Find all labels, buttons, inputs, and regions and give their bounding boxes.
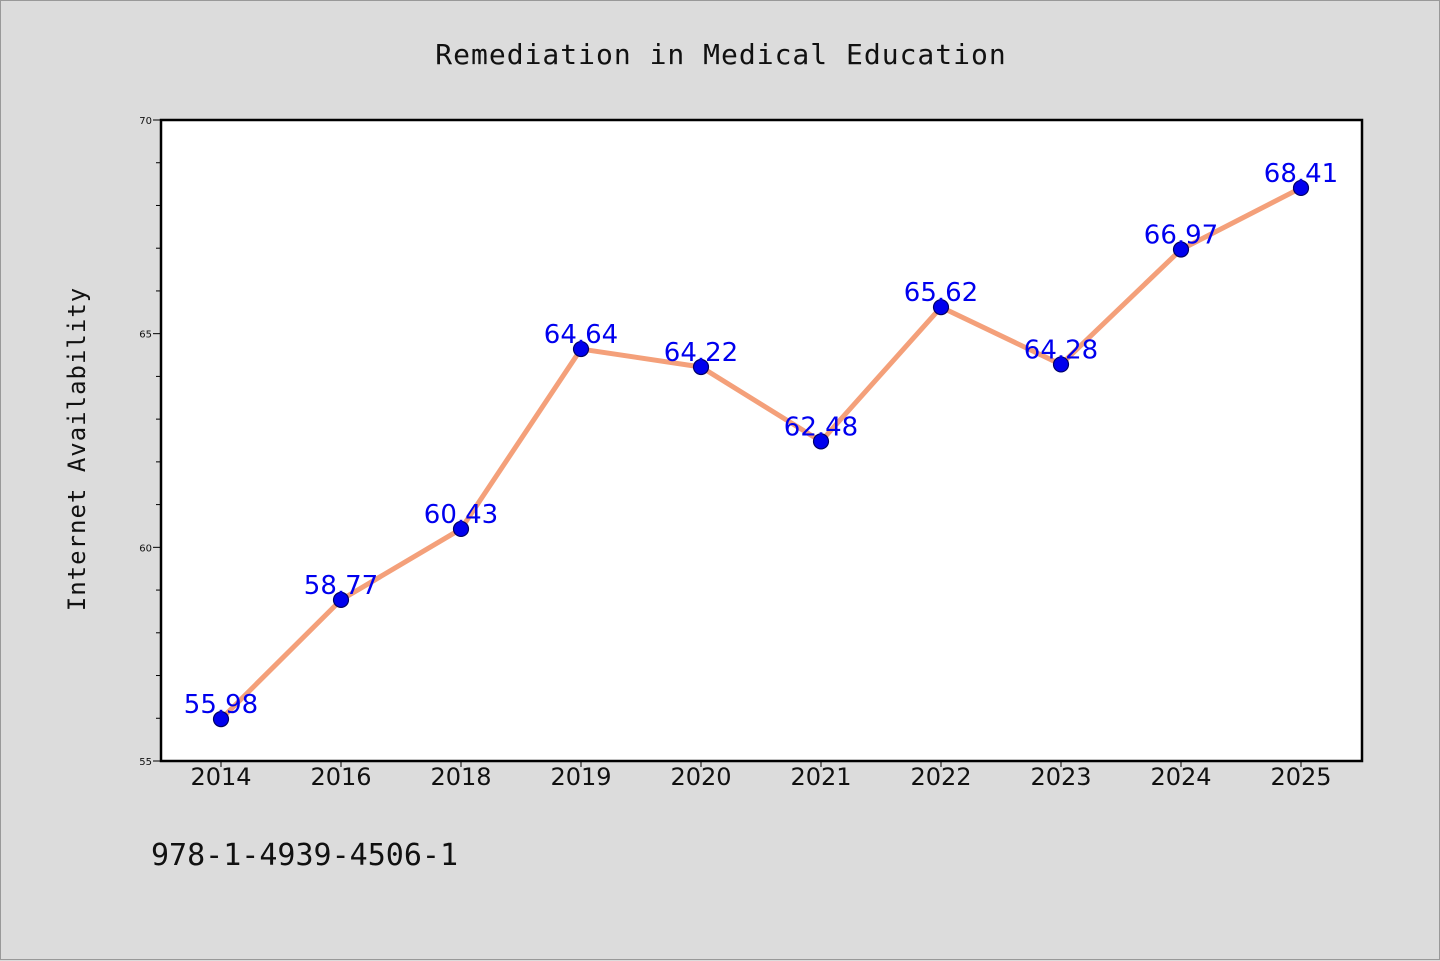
data-label: 68.41 [1264,159,1338,189]
data-point [212,711,230,728]
x-tick-label: 2019 [550,763,611,791]
data-point [692,358,710,376]
data-label: 64.28 [1024,335,1098,365]
data-point [812,433,830,450]
x-tick-label: 2024 [1150,763,1211,791]
x-tick-label: 2022 [910,763,971,791]
data-point [932,299,950,316]
y-tick-label: 60 [139,543,152,554]
data-label: 55.98 [184,690,258,720]
x-tick-label: 2021 [790,763,851,791]
data-label: 66.97 [1144,220,1218,250]
data-point [332,591,350,608]
x-tick-label: 2016 [310,763,371,791]
x-tick-label: 2025 [1270,763,1331,791]
x-tick-label: 2023 [1030,763,1091,791]
data-label: 60.43 [424,500,498,530]
data-point [452,520,470,538]
isbn-footer: 978-1-4939-4506-1 [151,838,458,873]
data-label: 64.22 [664,338,738,368]
series-line [218,185,1304,722]
chart-title: Remediation in Medical Education [435,38,1006,71]
data-label: 65.62 [904,278,978,308]
x-axis: 2014 2016 2018 2019 2020 2021 2022 2023 2024 2025 [190,761,1332,791]
x-tick-label: 2020 [670,763,731,791]
y-tick-label: 70 [139,116,152,127]
y-axis-label: Internet Availability [63,287,91,611]
data-label: 62.48 [784,412,858,442]
series-layer: 55.98 58.77 60.43 64.64 64.22 62.48 65.62 64.28… [184,159,1338,728]
y-axis: 55 60 65 70 [139,116,161,768]
data-point [572,340,590,358]
y-tick-label: 65 [139,330,152,341]
y-tick-label: 55 [139,757,152,768]
data-label: 58.77 [304,571,378,601]
plot-area [161,120,1362,761]
data-label: 64.64 [544,320,618,350]
plot-frame [159,118,1364,763]
data-point [1172,241,1190,258]
data-point [1292,179,1310,197]
x-tick-label: 2014 [190,763,251,791]
data-point [1052,356,1070,373]
x-tick-label: 2018 [430,763,491,791]
